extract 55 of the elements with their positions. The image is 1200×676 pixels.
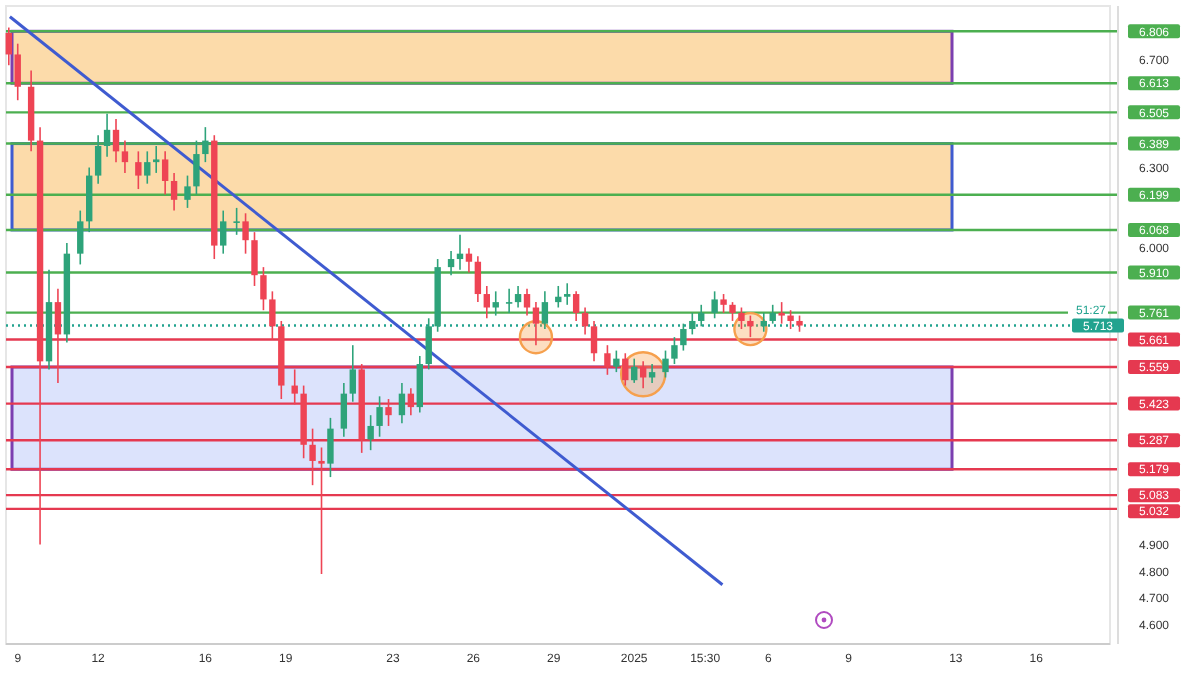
candlestick xyxy=(144,150,151,185)
candlestick xyxy=(425,317,432,371)
candlestick xyxy=(689,312,696,336)
candlestick xyxy=(572,290,580,322)
candlestick xyxy=(581,306,589,336)
candlestick xyxy=(474,255,482,303)
candlestick xyxy=(523,287,531,317)
candlestick xyxy=(505,287,513,314)
candlestick xyxy=(613,349,620,373)
candlestick xyxy=(769,304,776,325)
candlestick xyxy=(483,285,490,320)
candlestick xyxy=(349,344,356,403)
candlestick xyxy=(398,382,406,425)
candlestick xyxy=(153,145,160,174)
candlestick xyxy=(5,26,12,67)
candlestick xyxy=(662,349,669,379)
candlestick xyxy=(698,304,705,328)
candlestick xyxy=(135,150,142,190)
candlestick xyxy=(416,355,423,414)
candlestick xyxy=(514,285,522,309)
candlestick xyxy=(447,250,455,276)
candlestick xyxy=(170,172,178,212)
candlestick xyxy=(220,209,227,255)
candlestick xyxy=(711,290,718,320)
candlestick xyxy=(251,231,258,287)
candlestick xyxy=(465,247,473,274)
candlestick xyxy=(729,301,736,322)
candlestick xyxy=(340,382,348,438)
candlestick xyxy=(778,301,785,325)
candlestick xyxy=(492,290,499,317)
candlestick xyxy=(77,209,84,266)
candlestick xyxy=(161,150,169,196)
candlestick xyxy=(671,336,678,365)
candlestick xyxy=(112,118,120,163)
candlestick xyxy=(14,42,21,102)
candlestick xyxy=(787,309,794,330)
candlestick xyxy=(121,139,129,174)
candlestick xyxy=(103,112,111,158)
candlestick xyxy=(680,322,687,352)
candlestick xyxy=(260,266,267,311)
candlestick xyxy=(541,290,549,330)
candlestick xyxy=(94,134,102,185)
candlestick xyxy=(184,174,191,209)
candlestick xyxy=(327,417,334,478)
candlestick xyxy=(720,293,727,314)
candlestick xyxy=(738,306,745,330)
candlestick xyxy=(367,414,374,451)
candlestick xyxy=(86,166,93,233)
candlestick xyxy=(631,357,638,384)
candlestick xyxy=(193,139,200,196)
candlestick xyxy=(202,126,209,163)
candlestick xyxy=(376,395,383,438)
candlestick xyxy=(564,282,571,306)
candlestick xyxy=(242,212,249,255)
candlestick xyxy=(233,207,240,236)
